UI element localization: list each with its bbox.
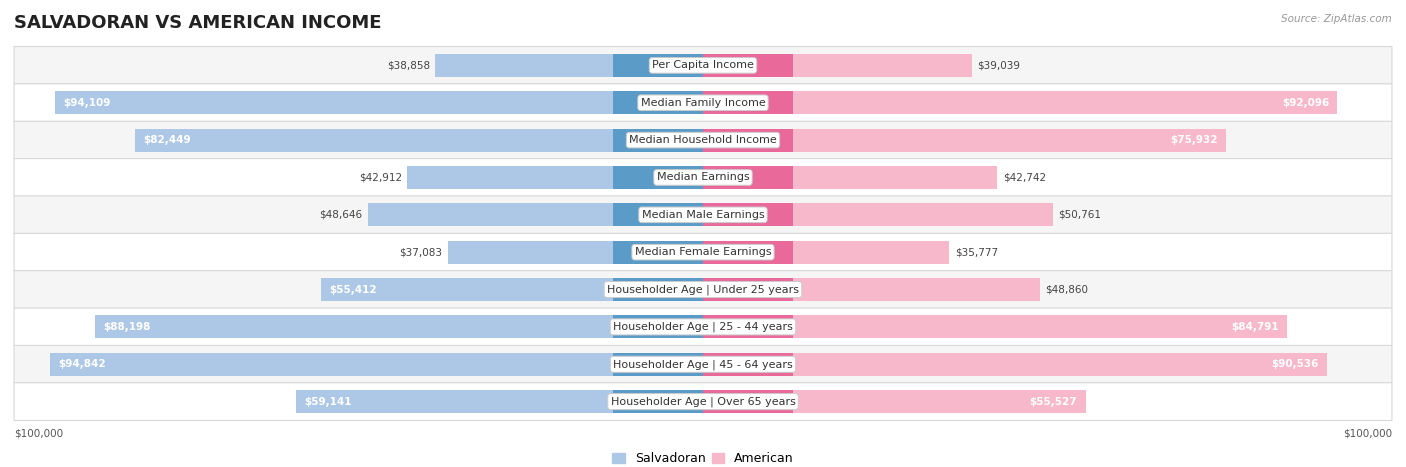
Text: SALVADORAN VS AMERICAN INCOME: SALVADORAN VS AMERICAN INCOME — [14, 14, 381, 32]
Text: Householder Age | Over 65 years: Householder Age | Over 65 years — [610, 396, 796, 407]
Legend: Salvadoran, American: Salvadoran, American — [607, 447, 799, 467]
Text: $59,141: $59,141 — [304, 396, 352, 407]
Text: $92,096: $92,096 — [1282, 98, 1329, 108]
Text: $75,932: $75,932 — [1170, 135, 1218, 145]
Bar — [613, 241, 703, 264]
Bar — [703, 278, 1039, 301]
Bar — [408, 166, 703, 189]
Bar — [703, 128, 793, 152]
Bar — [613, 203, 703, 226]
Text: $55,412: $55,412 — [329, 284, 377, 295]
Text: Householder Age | 45 - 64 years: Householder Age | 45 - 64 years — [613, 359, 793, 369]
Bar — [703, 278, 793, 301]
Text: $39,039: $39,039 — [977, 60, 1021, 71]
Text: Median Earnings: Median Earnings — [657, 172, 749, 183]
Bar — [436, 54, 703, 77]
FancyBboxPatch shape — [14, 84, 1392, 121]
Text: $35,777: $35,777 — [955, 247, 998, 257]
Bar — [703, 128, 1226, 152]
Bar — [703, 166, 997, 189]
Bar — [703, 353, 1327, 376]
FancyBboxPatch shape — [14, 308, 1392, 346]
Bar — [321, 278, 703, 301]
FancyBboxPatch shape — [14, 196, 1392, 234]
Text: $84,791: $84,791 — [1232, 322, 1279, 332]
Text: $100,000: $100,000 — [1343, 429, 1392, 439]
Bar — [703, 241, 949, 264]
Bar — [613, 390, 703, 413]
Text: $48,646: $48,646 — [319, 210, 363, 220]
Bar — [703, 203, 1053, 226]
Bar — [703, 203, 793, 226]
Text: $94,109: $94,109 — [63, 98, 110, 108]
Bar — [703, 54, 793, 77]
Bar — [703, 166, 793, 189]
Bar — [49, 353, 703, 376]
Bar — [703, 390, 793, 413]
Text: Median Household Income: Median Household Income — [628, 135, 778, 145]
Bar — [613, 353, 703, 376]
Text: $38,858: $38,858 — [387, 60, 430, 71]
Bar — [96, 315, 703, 339]
Bar — [703, 390, 1085, 413]
Text: $100,000: $100,000 — [14, 429, 63, 439]
FancyBboxPatch shape — [14, 159, 1392, 196]
Text: Per Capita Income: Per Capita Income — [652, 60, 754, 71]
Bar — [55, 91, 703, 114]
Text: $37,083: $37,083 — [399, 247, 441, 257]
Bar — [613, 315, 703, 339]
Bar — [703, 91, 1337, 114]
Bar — [613, 128, 703, 152]
Text: Householder Age | Under 25 years: Householder Age | Under 25 years — [607, 284, 799, 295]
Bar — [703, 91, 793, 114]
FancyBboxPatch shape — [14, 121, 1392, 159]
Text: Source: ZipAtlas.com: Source: ZipAtlas.com — [1281, 14, 1392, 24]
Text: $90,536: $90,536 — [1271, 359, 1319, 369]
FancyBboxPatch shape — [14, 383, 1392, 420]
Text: $50,761: $50,761 — [1059, 210, 1101, 220]
FancyBboxPatch shape — [14, 47, 1392, 84]
Bar — [447, 241, 703, 264]
Bar — [703, 353, 793, 376]
Text: Median Male Earnings: Median Male Earnings — [641, 210, 765, 220]
Bar — [135, 128, 703, 152]
Bar — [295, 390, 703, 413]
Text: $48,860: $48,860 — [1045, 284, 1088, 295]
Text: Median Family Income: Median Family Income — [641, 98, 765, 108]
Bar — [613, 278, 703, 301]
Text: $42,912: $42,912 — [359, 172, 402, 183]
FancyBboxPatch shape — [14, 271, 1392, 308]
FancyBboxPatch shape — [14, 234, 1392, 271]
FancyBboxPatch shape — [14, 346, 1392, 383]
Bar — [613, 91, 703, 114]
Text: $55,527: $55,527 — [1029, 396, 1077, 407]
Bar — [703, 315, 1286, 339]
Bar — [368, 203, 703, 226]
Bar — [613, 166, 703, 189]
Bar — [703, 54, 972, 77]
Text: Householder Age | 25 - 44 years: Householder Age | 25 - 44 years — [613, 322, 793, 332]
Text: $88,198: $88,198 — [104, 322, 150, 332]
Text: $42,742: $42,742 — [1002, 172, 1046, 183]
Bar — [703, 241, 793, 264]
Bar — [703, 315, 793, 339]
Text: $82,449: $82,449 — [143, 135, 191, 145]
Text: $94,842: $94,842 — [58, 359, 105, 369]
Bar — [613, 54, 703, 77]
Text: Median Female Earnings: Median Female Earnings — [634, 247, 772, 257]
